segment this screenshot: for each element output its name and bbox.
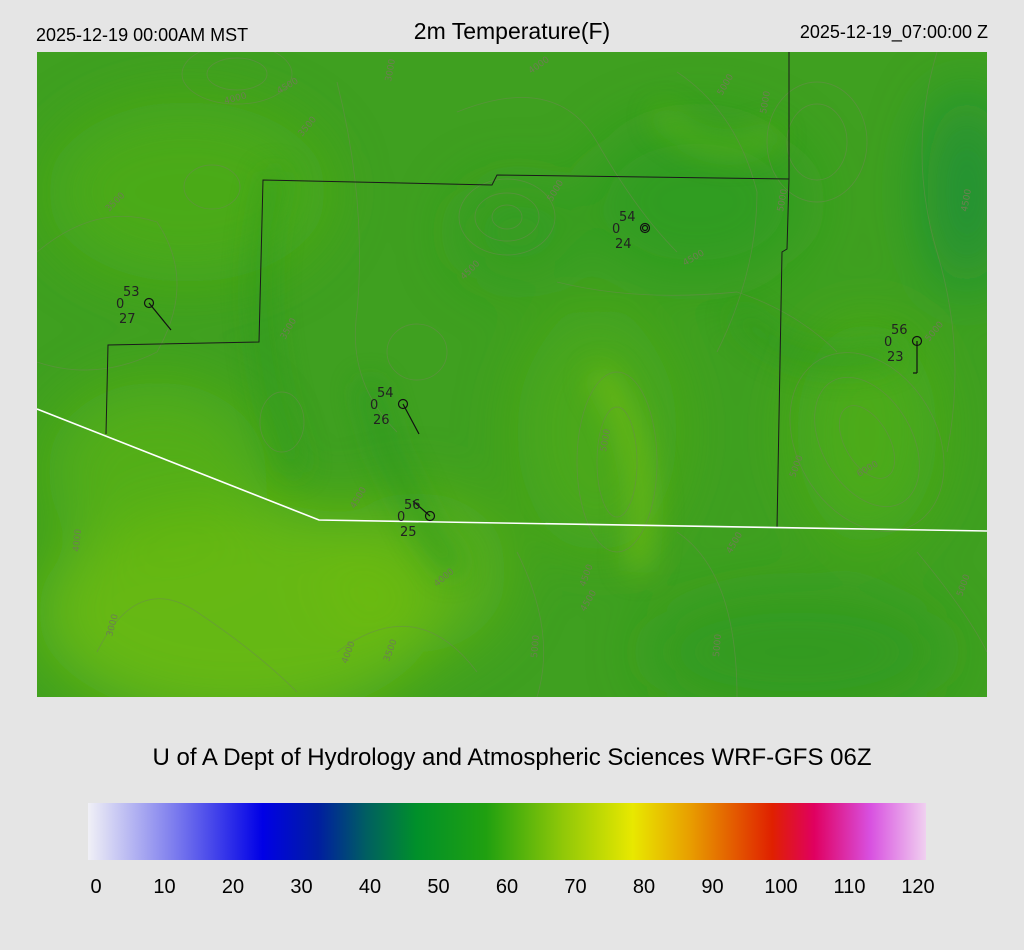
- station-circle: [424, 510, 436, 522]
- colorbar-tick-label: 100: [764, 876, 798, 898]
- contour-label: 5000: [759, 90, 773, 115]
- contour-label: 4000: [72, 528, 84, 552]
- map-canvas: 4000450030003500400050005000350035005000…: [37, 52, 987, 697]
- station-dewpoint: 25: [400, 525, 417, 540]
- station-temperature: 54: [377, 386, 394, 401]
- colorbar-tick-label: 10: [153, 876, 176, 898]
- wind-barb: [402, 403, 420, 435]
- station-dewpoint: 24: [615, 237, 632, 252]
- colorbar-tick-label: 0: [90, 876, 102, 898]
- colorbar-tick-label: 20: [221, 876, 245, 898]
- map-title: 2m Temperature(F): [413, 18, 611, 44]
- contour-label: 5000: [530, 634, 542, 658]
- wind-barb: [148, 302, 172, 331]
- colorbar-tick-label: 80: [632, 876, 656, 898]
- contour-label: 5000: [712, 633, 724, 657]
- station-wind-speed: 0: [884, 335, 892, 350]
- station-temperature: 56: [891, 323, 908, 338]
- contour-label: 4500: [960, 188, 974, 213]
- elevation-contours: [37, 52, 987, 697]
- contour-label: 5000: [599, 428, 613, 453]
- station-circle: [397, 398, 409, 410]
- station-wind-speed: 0: [612, 222, 620, 237]
- station-circle: [639, 222, 651, 234]
- station-wind-speed: 0: [116, 297, 124, 312]
- terrain-texture: [251, 105, 900, 579]
- temperature-map: 4000 4500 3000 3500 4000 5000 5000 3500 3500 5000…: [37, 52, 987, 697]
- state-boundary: [37, 408, 987, 532]
- station-dewpoint: 26: [373, 413, 390, 428]
- station-temperature: 53: [123, 285, 140, 300]
- colorbar-tick-label: 90: [701, 876, 724, 898]
- station-wind-speed: 0: [370, 398, 378, 413]
- station-dewpoint: 27: [119, 312, 136, 327]
- station-temperature: 54: [619, 210, 636, 225]
- colorbar-tick-label: 50: [427, 876, 450, 898]
- contour-label: 3000: [384, 58, 398, 83]
- colorbar-tick-label: 110: [833, 876, 866, 898]
- station-dewpoint: 23: [887, 350, 904, 365]
- county-boundaries: [105, 52, 790, 529]
- station-temperature: 56: [404, 498, 421, 513]
- colorbar-tick-label: 30: [290, 876, 313, 898]
- credit-text: U of A Dept of Hydrology and Atmospheric…: [152, 744, 872, 771]
- contour-label: 5000: [776, 188, 790, 213]
- station-circle: [143, 297, 155, 309]
- colorbar-tick-label: 70: [564, 876, 587, 898]
- wind-barb: [412, 500, 431, 517]
- station-wind-speed: 0: [397, 510, 405, 525]
- calm-wind-circle: [641, 224, 649, 232]
- colorbar-tick-label: 60: [495, 876, 519, 898]
- colorbar-tick-label: 40: [358, 876, 382, 898]
- colorbar-tick-label: 120: [901, 876, 935, 898]
- valid-utc-time: 2025-12-19_07:00:00 Z: [799, 22, 988, 42]
- temperature-colorbar: [88, 803, 926, 860]
- valid-local-time: 2025-12-19 00:00AM MST: [36, 25, 249, 45]
